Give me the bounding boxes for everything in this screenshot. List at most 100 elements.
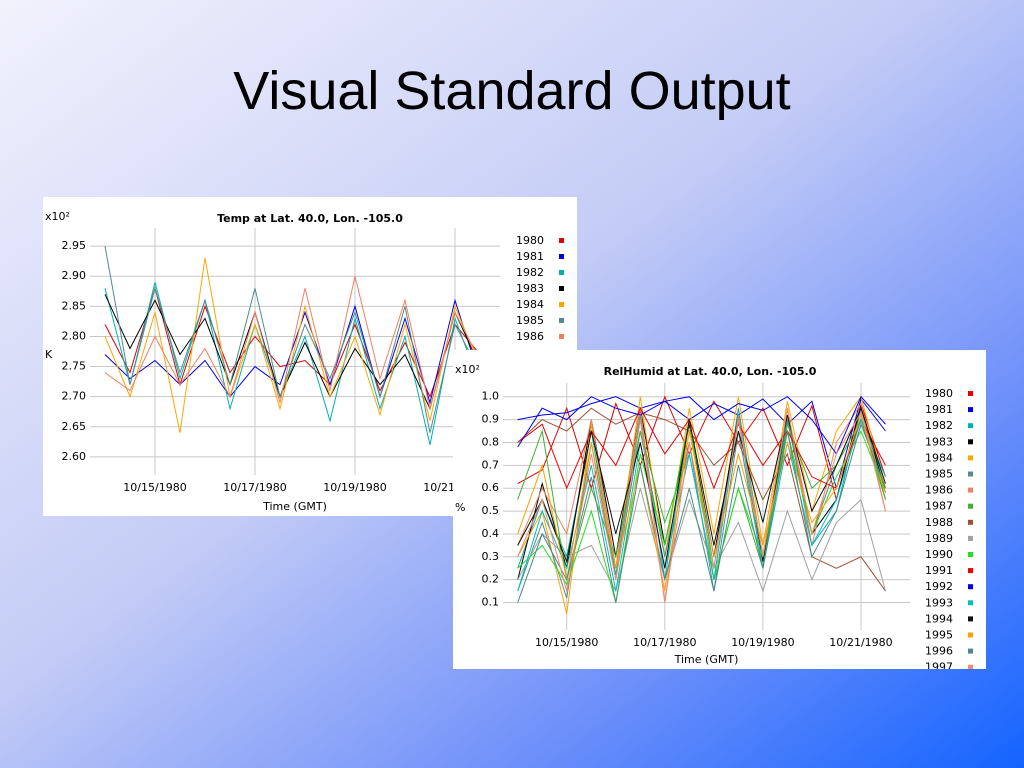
legend-swatch [968,407,973,413]
legend-label: 1983 [516,282,544,295]
x-axis-label: Time (GMT) [262,500,327,513]
series-line [104,276,481,409]
x-tick-label: 10/17/1980 [223,481,286,494]
legend-swatch [559,270,564,275]
legend-label: 1985 [516,314,544,327]
legend-label: 1986 [516,330,544,343]
y-axis-label: K [45,348,53,361]
y-tick-label: 2.80 [62,329,87,342]
legend-swatch [968,439,973,445]
series-line [517,488,886,593]
legend-label: 1985 [925,468,953,481]
y-tick-label: 0.6 [482,481,500,494]
y-tick-label: 2.85 [62,299,87,312]
legend-label: 1984 [925,451,953,464]
series-line [104,258,481,433]
legend-swatch [968,487,973,493]
y-tick-label: 2.60 [62,450,87,463]
series-line [104,246,481,433]
legend-swatch [968,552,973,557]
y-tick-label: 2.90 [62,269,87,282]
y-tick-label: 2.95 [62,239,87,252]
legend-label: 1981 [516,250,544,263]
legend-swatch [968,535,973,541]
legend-label: 1980 [925,387,953,400]
y-tick-label: 0.1 [482,596,500,609]
legend-swatch [968,471,973,477]
y-tick-label: 0.9 [482,413,500,426]
legend-swatch [559,238,564,243]
y-tick-label: 2.70 [62,390,87,403]
y-multiplier: x10² [45,210,70,223]
legend-label: 1990 [925,548,953,561]
legend-label: 1983 [925,435,953,448]
y-axis-label: % [455,501,465,514]
y-tick-label: 1.0 [482,390,500,403]
y-tick-label: 0.3 [482,550,500,563]
y-tick-label: 0.5 [482,504,500,517]
series-line [104,294,481,411]
legend-swatch [968,455,973,461]
x-tick-label: 10/19/1980 [731,636,794,649]
y-tick-label: 2.75 [62,360,87,373]
legend-swatch [968,423,973,429]
legend-swatch [968,391,973,396]
legend-label: 1994 [925,612,953,625]
legend-label: 1992 [925,580,953,593]
legend-label: 1996 [925,645,953,658]
legend-swatch [968,600,973,606]
legend-label: 1997 [925,661,953,669]
legend-label: 1989 [925,532,953,545]
legend-swatch [968,648,973,654]
y-tick-label: 2.65 [62,420,87,433]
legend-label: 1982 [516,266,544,279]
legend-swatch [559,318,564,323]
chart-title: Temp at Lat. 40.0, Lon. -105.0 [217,212,403,225]
legend-label: 1980 [516,234,544,247]
humidity-chart: RelHumid at Lat. 40.0, Lon. -105.0 x10²% T… [453,350,986,669]
legend-swatch [968,519,973,525]
series-line [517,418,886,592]
x-tick-label: 10/15/1980 [123,481,186,494]
legend-swatch [968,568,973,574]
slide-title: Visual Standard Output [233,61,791,121]
legend-swatch [968,584,973,590]
x-tick-label: 10/15/1980 [535,636,598,649]
x-axis-label: Time (GMT) [674,653,739,666]
series-line [104,298,481,405]
legend-label: 1995 [925,629,953,642]
series-line [517,395,886,502]
legend-label: 1984 [516,298,544,311]
legend-swatch [559,302,564,307]
legend-swatch [559,286,564,291]
y-tick-label: 0.7 [482,458,500,471]
y-tick-label: 0.4 [482,527,500,540]
legend-swatch [968,664,973,669]
legend-swatch [968,632,973,638]
legend-swatch [968,616,973,622]
legend-label: 1991 [925,564,953,577]
y-multiplier: x10² [455,363,480,376]
chart-title: RelHumid at Lat. 40.0, Lon. -105.0 [604,365,817,378]
series-line [517,413,886,592]
legend-label: 1981 [925,403,953,416]
legend-label: 1988 [925,516,953,529]
series-line [517,395,886,455]
x-tick-label: 10/21/1980 [829,636,892,649]
series-line [517,407,886,592]
y-tick-label: 0.8 [482,435,500,448]
x-tick-label: 10/19/1980 [323,481,386,494]
legend-swatch [968,503,973,509]
series-line [517,406,886,569]
series-line [517,422,886,603]
legend-label: 1986 [925,484,953,497]
legend-swatch [559,334,564,339]
legend-label: 1993 [925,596,953,609]
series-line [517,407,886,490]
series-line [517,408,886,603]
x-tick-label: 10/17/1980 [633,636,696,649]
legend-swatch [559,254,564,259]
legend-label: 1982 [925,419,953,432]
y-tick-label: 0.2 [482,573,500,586]
